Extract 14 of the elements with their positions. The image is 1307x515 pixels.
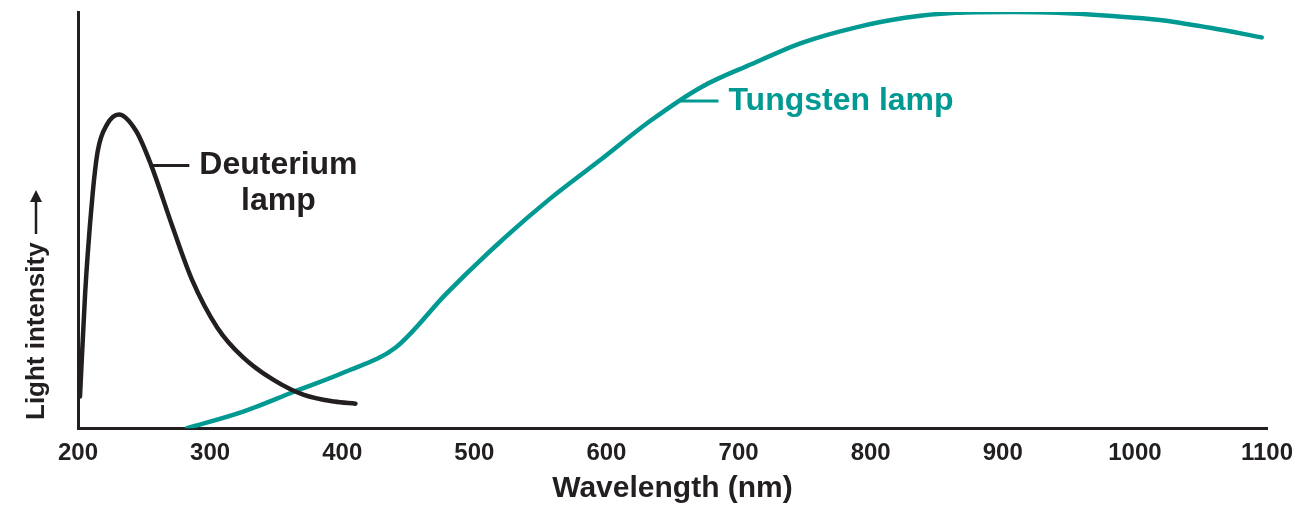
annotation: Tungsten lamp	[728, 80, 954, 117]
x-tick-label: 500	[454, 438, 495, 466]
annotation: Deuterium lamp	[199, 145, 358, 218]
x-tick-label: 200	[57, 438, 99, 466]
x-tick-label: 400	[322, 438, 363, 466]
x-tick-label: 1100	[1240, 438, 1294, 466]
x-tick-label: 700	[718, 438, 759, 466]
x-tick-label: 1000	[1108, 438, 1162, 466]
x-tick-label: 800	[850, 438, 891, 466]
x-tick-label: 300	[190, 438, 231, 466]
x-tick-label: 600	[586, 438, 627, 466]
y-axis-title: Light intensity	[20, 242, 51, 420]
x-tick-label: 900	[982, 438, 1023, 466]
x-axis-title: Wavelength (nm)	[552, 470, 793, 504]
